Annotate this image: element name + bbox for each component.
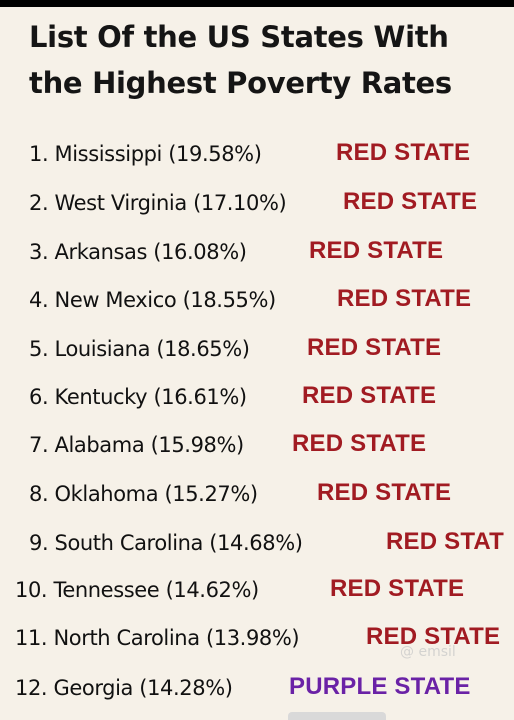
state-entry: 8. Oklahoma (15.27%) — [29, 482, 258, 506]
state-entry: 5. Louisiana (18.65%) — [29, 337, 250, 361]
list-item: 4. New Mexico (18.55%) RED STATE — [0, 280, 514, 320]
list-item: 12. Georgia (14.28%) PURPLE STATE — [0, 668, 514, 708]
state-entry: 2. West Virginia (17.10%) — [29, 191, 287, 215]
bottom-handle — [288, 712, 386, 720]
list-item: 2. West Virginia (17.10%) RED STATE — [0, 183, 514, 223]
state-tag: RED STATE — [307, 334, 442, 361]
state-entry: 12. Georgia (14.28%) — [15, 676, 233, 700]
state-entry: 6. Kentucky (16.61%) — [29, 385, 247, 409]
list-item: 1. Mississippi (19.58%) RED STATE — [0, 134, 514, 174]
list-item: 11. North Carolina (13.98%) RED STATE — [0, 618, 514, 658]
list-item: 10. Tennessee (14.62%) RED STATE — [0, 570, 514, 610]
list-item: 3. Arkansas (16.08%) RED STATE — [0, 232, 514, 272]
state-entry: 7. Alabama (15.98%) — [29, 433, 244, 457]
state-tag: RED STATE — [317, 479, 452, 506]
state-entry: 3. Arkansas (16.08%) — [29, 240, 247, 264]
list-item: 5. Louisiana (18.65%) RED STATE — [0, 329, 514, 369]
state-entry: 11. North Carolina (13.98%) — [15, 626, 300, 650]
state-entry: 4. New Mexico (18.55%) — [29, 288, 276, 312]
state-tag: RED STATE — [309, 237, 444, 264]
state-entry: 9. South Carolina (14.68%) — [29, 531, 303, 555]
list-item: 6. Kentucky (16.61%) RED STATE — [0, 377, 514, 417]
state-tag: RED STATE — [292, 430, 427, 457]
page-title: List Of the US States With the Highest P… — [29, 20, 452, 100]
list-item: 9. South Carolina (14.68%) RED STAT — [0, 523, 514, 563]
state-tag: RED STATE — [343, 188, 478, 215]
state-tag: RED STATE — [330, 575, 465, 602]
top-bar — [0, 0, 514, 7]
state-tag: RED STATE — [302, 382, 437, 409]
state-tag: RED STATE — [336, 139, 471, 166]
state-entry: 1. Mississippi (19.58%) — [29, 142, 262, 166]
list-item: 7. Alabama (15.98%) RED STATE — [0, 425, 514, 465]
state-tag: RED STATE — [366, 623, 501, 650]
state-tag: RED STAT — [386, 528, 505, 555]
watermark: @ emsil — [400, 644, 456, 660]
state-tag: RED STATE — [337, 285, 472, 312]
state-tag: PURPLE STATE — [289, 673, 471, 700]
state-entry: 10. Tennessee (14.62%) — [15, 578, 259, 602]
list-item: 8. Oklahoma (15.27%) RED STATE — [0, 474, 514, 514]
